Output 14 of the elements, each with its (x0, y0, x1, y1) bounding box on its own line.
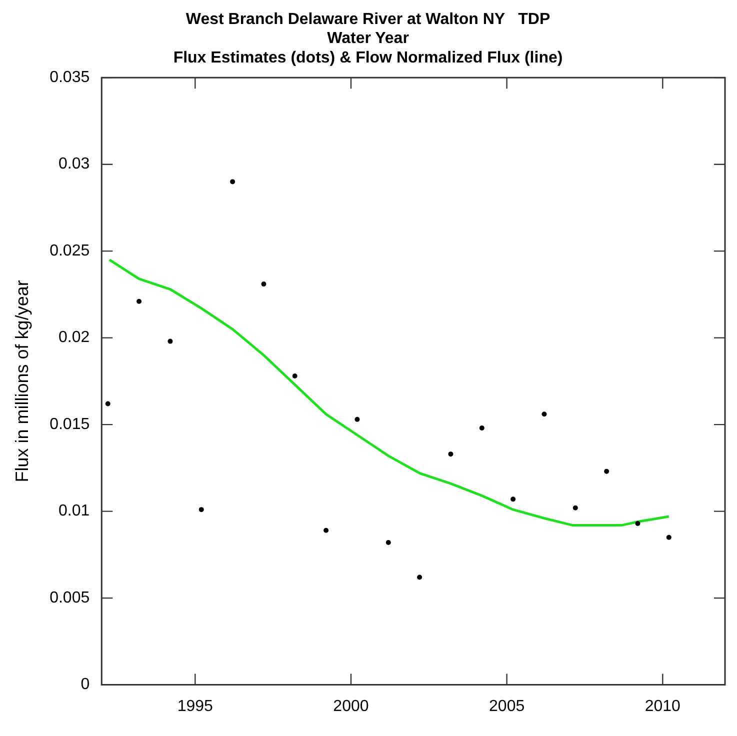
y-tick-label: 0 (80, 676, 90, 694)
y-tick-label: 0.015 (50, 416, 90, 433)
y-tick-label: 0.03 (58, 156, 90, 173)
y-tick-label: 0.01 (58, 502, 90, 520)
x-tick-label: 2005 (489, 698, 525, 715)
x-tick-label: 2010 (644, 698, 681, 715)
chart-title: West Branch Delaware River at Walton NY TDP Water Year Flux Estimates (dots) & Flow Normalized Flux (line) (173, 11, 563, 66)
x-tick-label: 2000 (333, 698, 369, 715)
y-tick-label: 0.005 (50, 589, 90, 606)
y-axis-title: Flux in millions of kg/year (12, 280, 32, 482)
x-tick-label: 1995 (177, 698, 214, 715)
y-tick-label: 0.035 (50, 69, 90, 86)
y-tick-label: 0.025 (50, 242, 90, 260)
y-tick-label: 0.02 (58, 329, 90, 346)
